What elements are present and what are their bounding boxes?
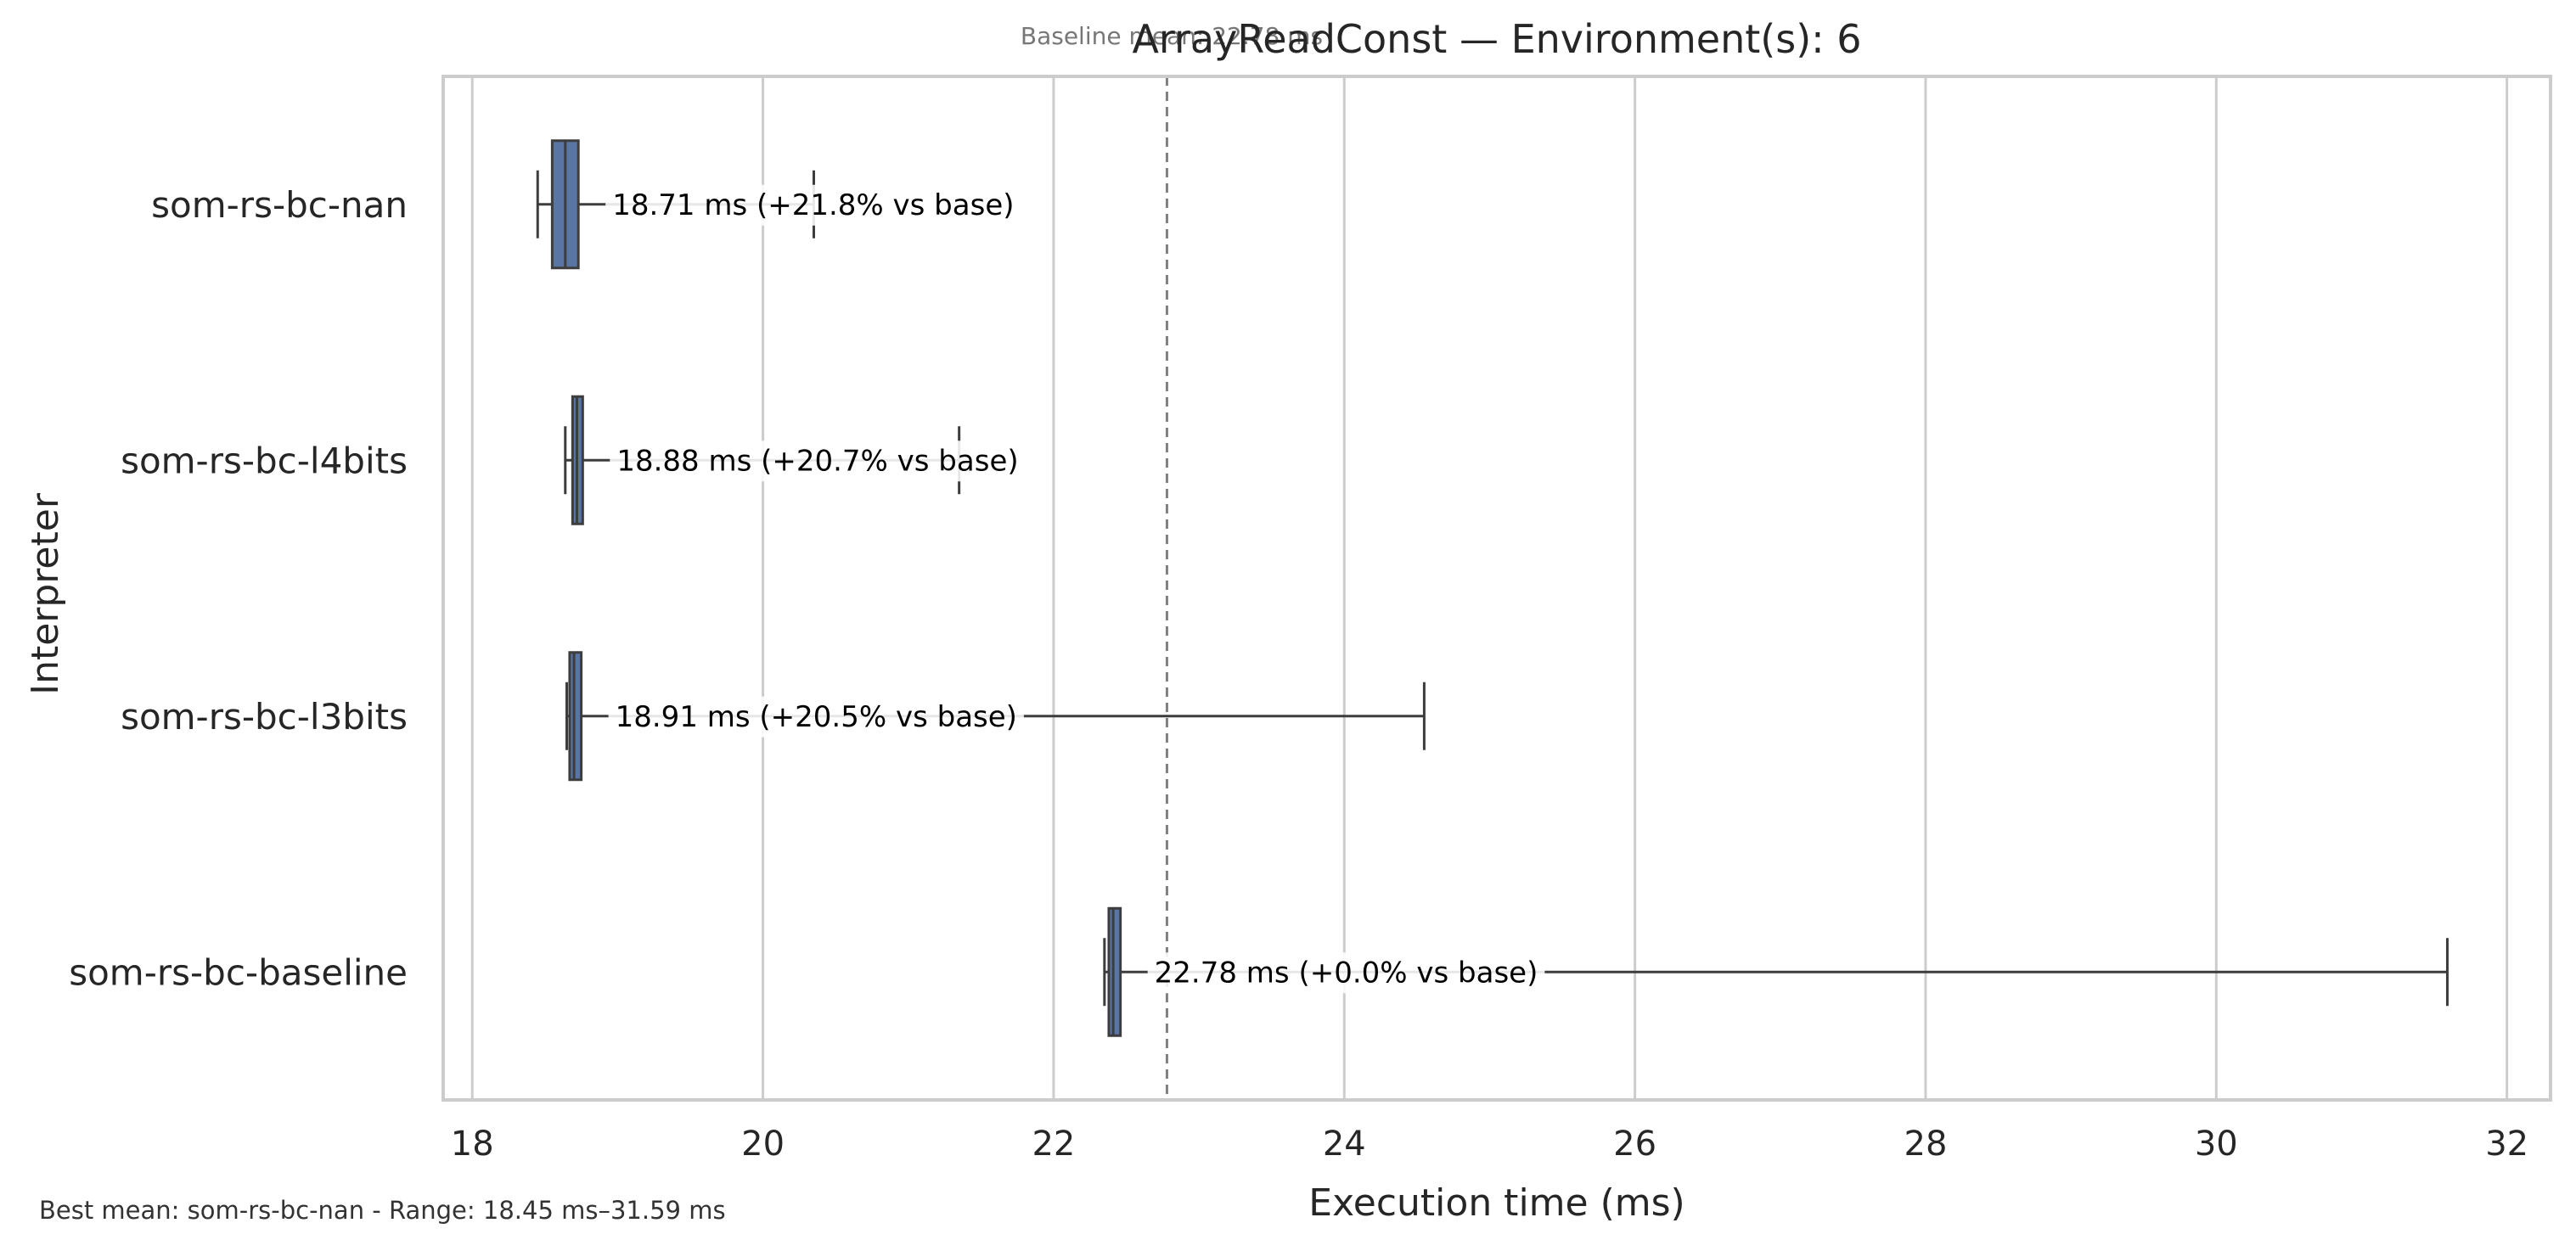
data-label: 22.78 ms (+0.0% vs base) — [1155, 956, 1538, 990]
y-tick-label: som-rs-bc-baseline — [69, 951, 408, 993]
x-tick-label: 32 — [2485, 1125, 2528, 1164]
data-label-background — [605, 184, 1021, 226]
box — [568, 651, 583, 782]
data-label: 18.88 ms (+20.7% vs base) — [616, 444, 1018, 478]
data-label-background — [1147, 952, 1545, 994]
x-axis-label: Execution time (ms) — [1308, 1181, 1685, 1225]
x-tick-label: 20 — [741, 1125, 785, 1164]
chart-subtitle: Baseline mean: 22.78 ms — [1021, 22, 1323, 50]
data-label: 18.71 ms (+21.8% vs base) — [612, 188, 1014, 222]
y-tick-label: som-rs-bc-l4bits — [121, 440, 408, 481]
box — [1107, 906, 1122, 1037]
x-tick-label: 26 — [1613, 1125, 1656, 1164]
data-label: 18.91 ms (+20.5% vs base) — [616, 700, 1017, 734]
x-tick-label: 24 — [1323, 1125, 1366, 1164]
footnote: Best mean: som-rs-bc-nan - Range: 18.45 … — [39, 1196, 726, 1225]
y-axis-label: Interpreter — [24, 492, 67, 695]
y-tick-labels: som-rs-bc-nan som-rs-bc-l4bits som-rs-bc-l… — [69, 184, 408, 994]
y-tick-label: som-rs-bc-l3bits — [121, 696, 408, 738]
data-label-background — [610, 440, 1026, 482]
y-tick-label: som-rs-bc-nan — [151, 184, 408, 226]
x-tick-label: 28 — [1904, 1125, 1948, 1164]
x-tick-label: 22 — [1032, 1125, 1075, 1164]
x-tick-label: 30 — [2195, 1125, 2238, 1164]
x-tick-label: 18 — [451, 1125, 494, 1164]
chart-title: ArrayReadConst — Environment(s): 6 — [1132, 16, 1861, 62]
data-label-background — [608, 696, 1024, 738]
data-labels: 18.71 ms (+21.8% vs base) 18.88 ms (+20.7… — [605, 184, 1545, 994]
x-tick-labels: 18 20 22 24 26 28 30 32 — [451, 1125, 2528, 1164]
gridlines — [470, 76, 2509, 1100]
plot-frame — [442, 75, 2552, 1102]
